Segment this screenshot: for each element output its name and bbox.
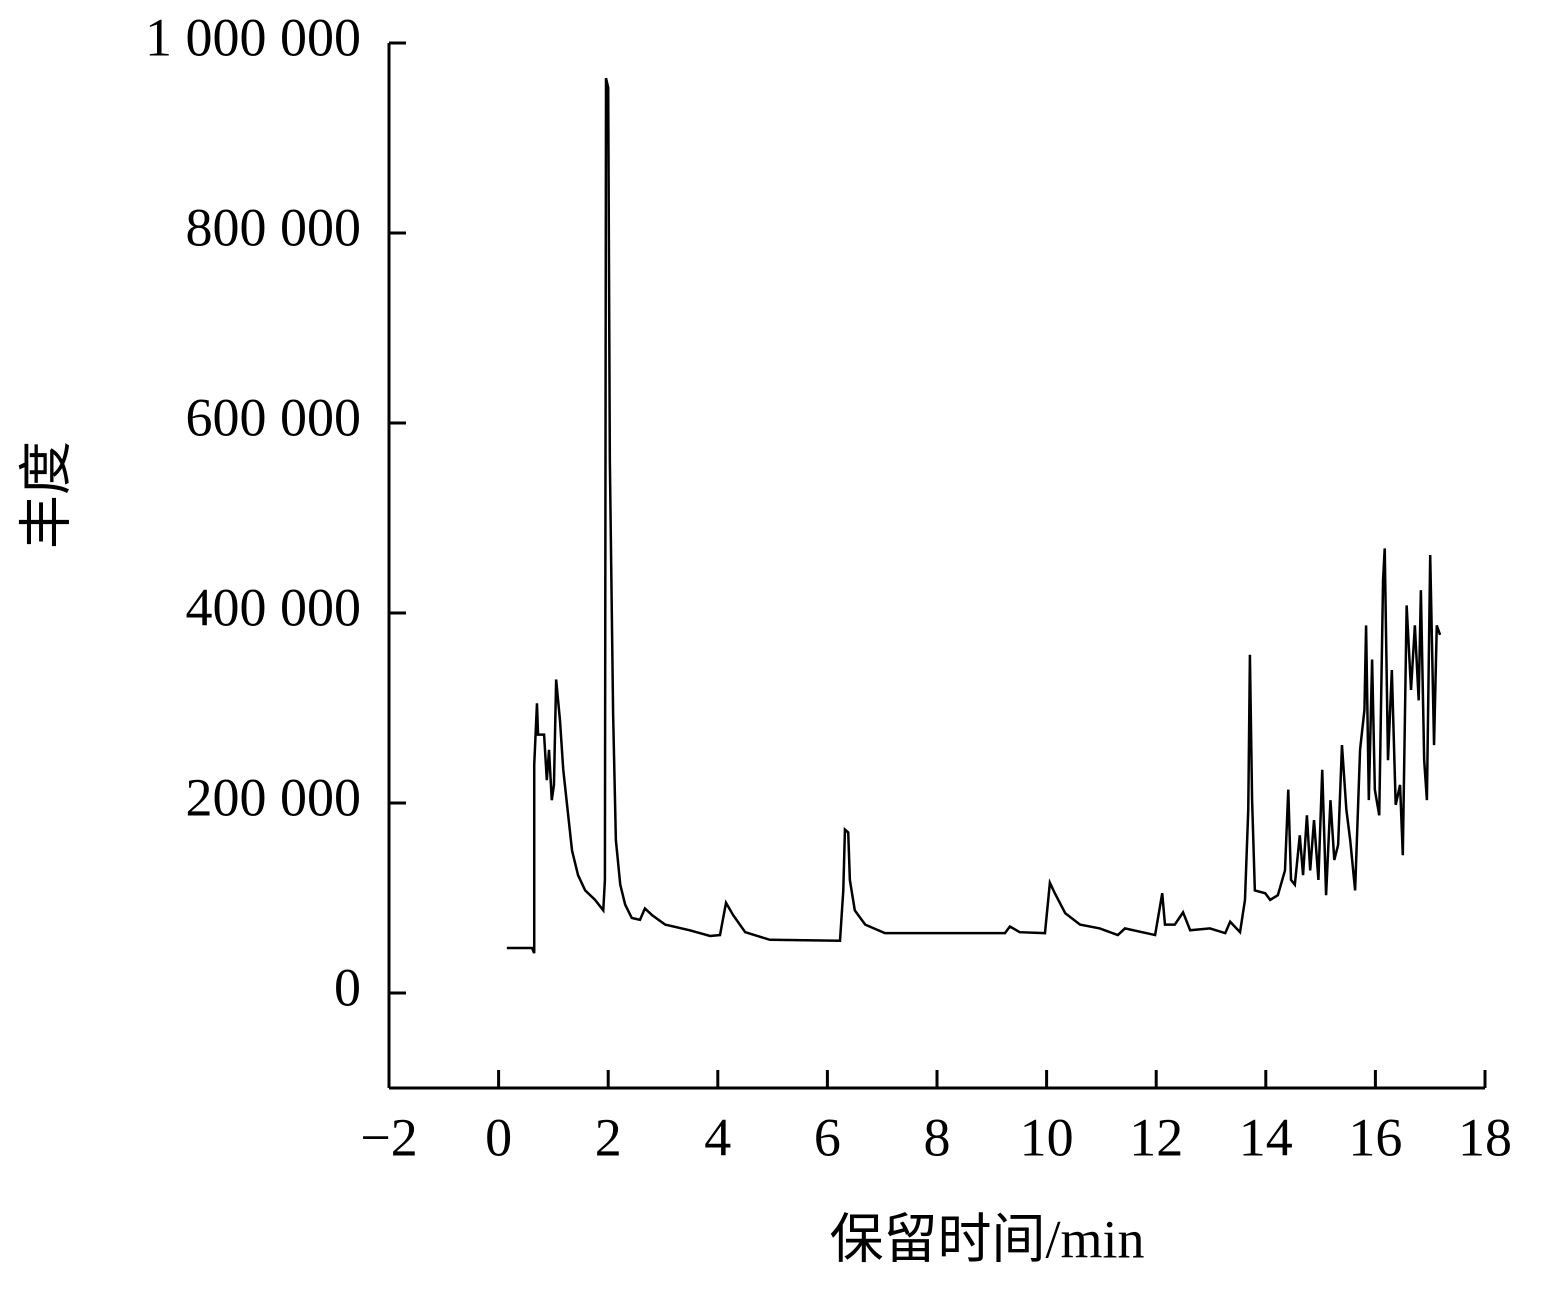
y-axis-label: 丰度 xyxy=(16,441,76,549)
y-tick-label: 800 000 xyxy=(186,197,362,257)
x-tick-label: 0 xyxy=(485,1107,512,1167)
x-tick-label: 2 xyxy=(595,1107,622,1167)
y-tick-label: 1 000 000 xyxy=(145,7,361,67)
y-tick-label: 0 xyxy=(334,957,361,1017)
x-tick-label: 6 xyxy=(814,1107,841,1167)
x-tick-label: 16 xyxy=(1348,1107,1402,1167)
y-tick-label: 200 000 xyxy=(186,767,362,827)
chromatogram-line xyxy=(506,77,1442,954)
x-tick-label: 4 xyxy=(704,1107,731,1167)
x-tick-label: 18 xyxy=(1458,1107,1512,1167)
x-tick-label: 14 xyxy=(1239,1107,1293,1167)
y-tick-label: 600 000 xyxy=(186,387,362,447)
x-tick-label: 8 xyxy=(924,1107,951,1167)
x-tick-label: 12 xyxy=(1129,1107,1183,1167)
y-tick-label: 400 000 xyxy=(186,577,362,637)
x-tick-label: −2 xyxy=(360,1107,417,1167)
x-tick-label: 10 xyxy=(1020,1107,1074,1167)
x-axis-label: 保留时间/min xyxy=(829,1209,1144,1269)
